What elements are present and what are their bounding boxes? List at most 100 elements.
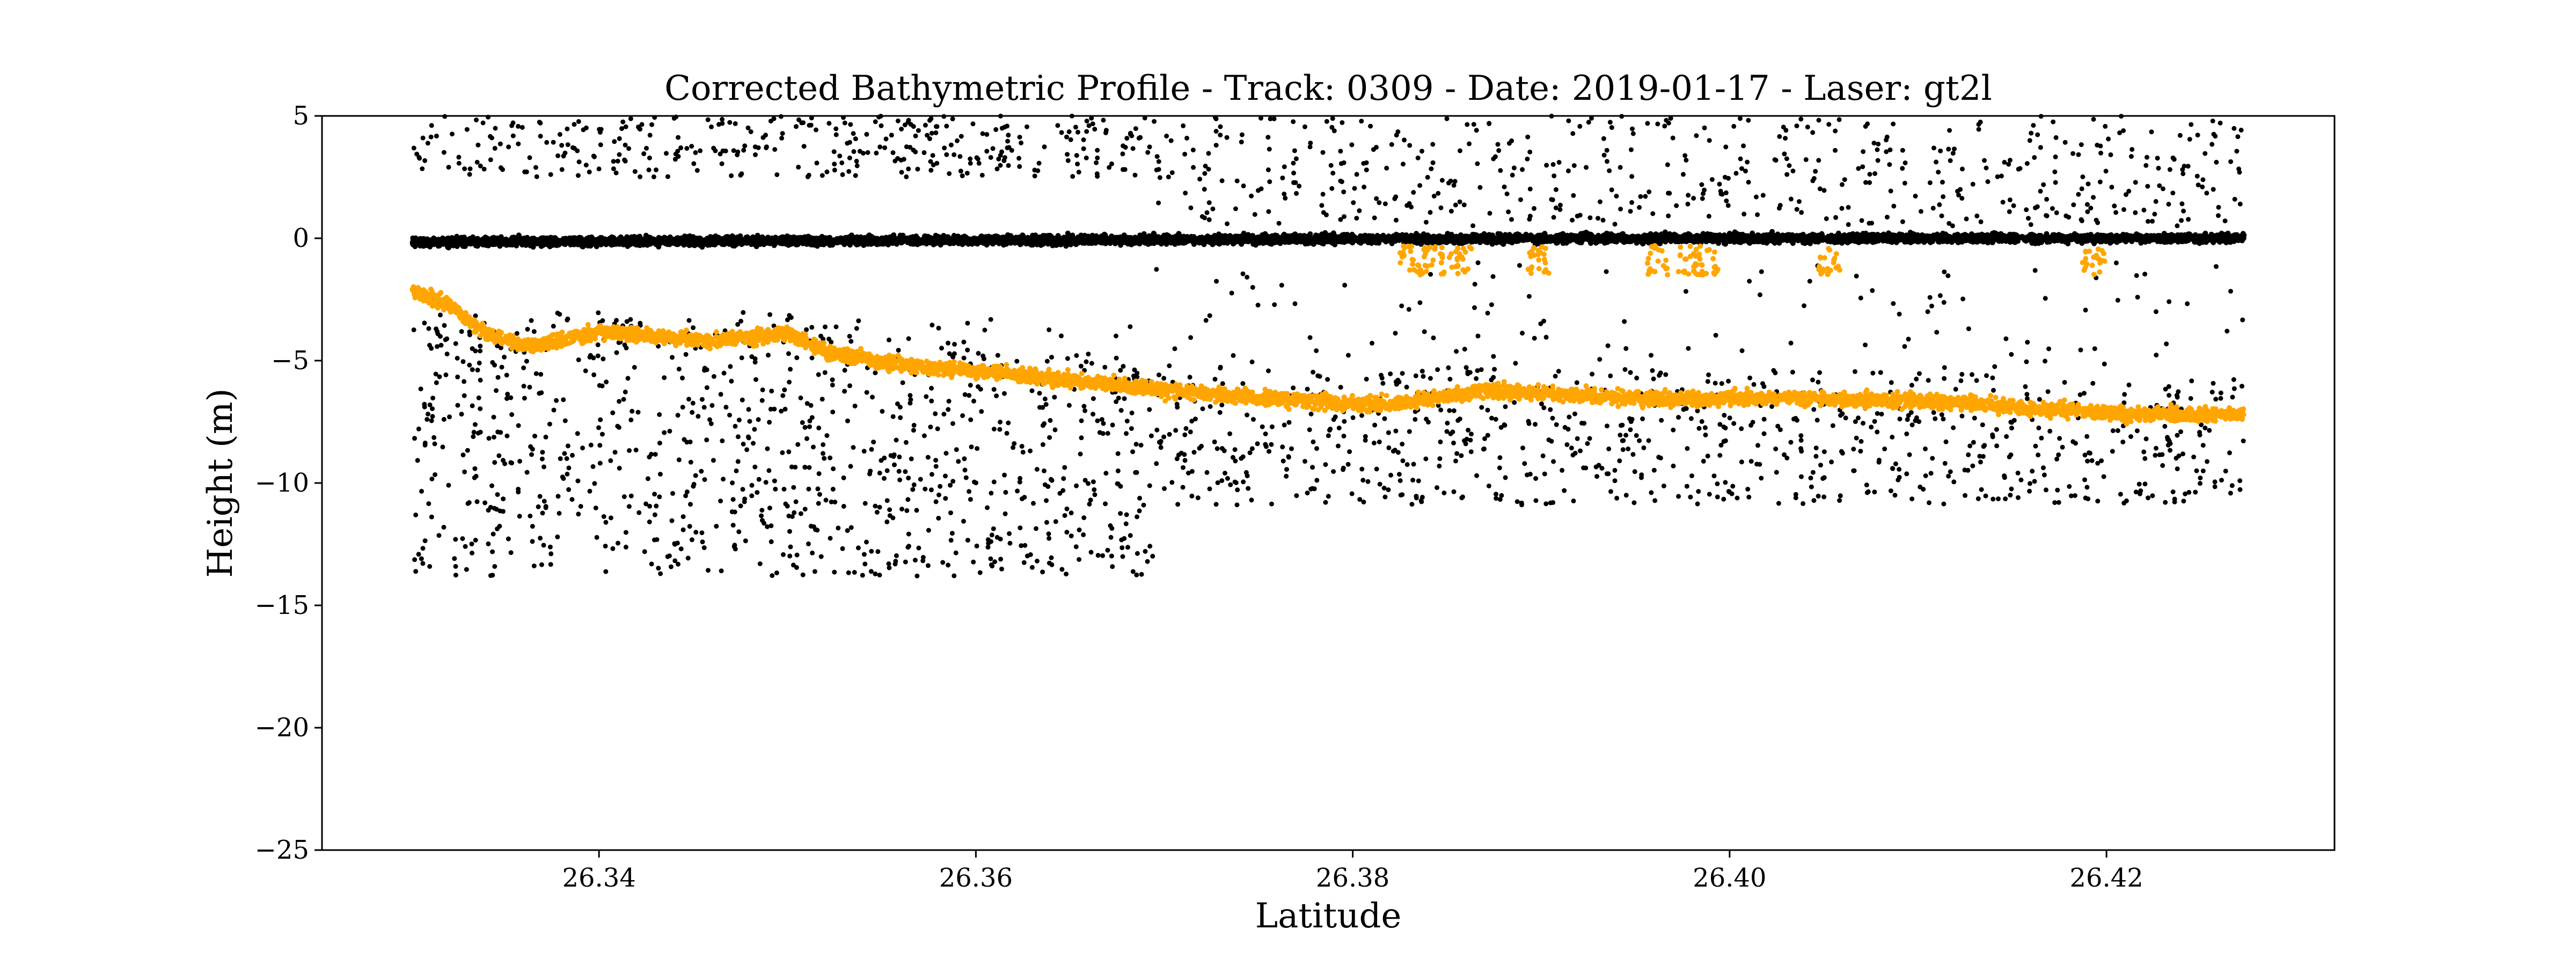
noise-point bbox=[2216, 213, 2221, 218]
noise-point bbox=[478, 406, 483, 412]
noise-point bbox=[2156, 165, 2161, 171]
noise-point bbox=[1892, 493, 1898, 498]
noise-point bbox=[1474, 376, 1479, 381]
noise-point bbox=[998, 557, 1004, 562]
noise-point bbox=[1395, 129, 1401, 134]
noise-point bbox=[509, 123, 515, 128]
noise-point bbox=[996, 156, 1001, 162]
noise-point bbox=[1006, 145, 1012, 150]
noise-point bbox=[467, 332, 472, 338]
noise-point bbox=[1132, 367, 1137, 372]
noise-point bbox=[928, 487, 934, 493]
noise-point bbox=[832, 500, 838, 504]
noise-point bbox=[647, 155, 652, 160]
noise-point bbox=[887, 565, 892, 570]
noise-point bbox=[1646, 438, 1651, 443]
noise-point bbox=[414, 151, 420, 157]
noise-point bbox=[1007, 540, 1013, 546]
noise-point bbox=[2202, 426, 2208, 430]
noise-point bbox=[896, 469, 902, 474]
noise-point bbox=[508, 395, 514, 400]
noise-point bbox=[2198, 475, 2203, 481]
noise-point bbox=[560, 474, 565, 480]
noise-point bbox=[551, 407, 557, 413]
noise-point bbox=[1135, 370, 1140, 376]
noise-point bbox=[1864, 490, 1870, 495]
noise-point bbox=[708, 421, 714, 426]
noise-point bbox=[999, 149, 1004, 155]
noise-point bbox=[2003, 336, 2009, 341]
noise-point bbox=[1525, 156, 1530, 162]
noise-point bbox=[1081, 137, 1086, 142]
noise-point bbox=[612, 450, 618, 455]
noise-point bbox=[1699, 419, 1704, 424]
noise-point bbox=[2084, 485, 2090, 490]
noise-point bbox=[1900, 166, 1905, 171]
noise-point bbox=[1811, 176, 1817, 181]
noise-point bbox=[2091, 195, 2096, 200]
noise-point bbox=[1364, 167, 1369, 173]
noise-point bbox=[1088, 497, 1093, 503]
noise-point bbox=[1393, 331, 1398, 336]
noise-point bbox=[1468, 449, 1474, 455]
noise-point bbox=[2089, 458, 2095, 463]
noise-point bbox=[1811, 407, 1817, 412]
noise-point bbox=[864, 131, 869, 137]
noise-point bbox=[1586, 120, 1591, 125]
noise-point bbox=[1386, 430, 1391, 435]
noise-point bbox=[1836, 117, 1842, 122]
noise-point bbox=[1730, 484, 1736, 489]
noise-point bbox=[2092, 346, 2097, 352]
noise-point bbox=[1784, 456, 1790, 460]
noise-point bbox=[1081, 146, 1086, 151]
noise-point bbox=[1120, 554, 1125, 559]
noise-point bbox=[991, 427, 997, 431]
noise-point bbox=[868, 569, 874, 574]
noise-point bbox=[1875, 411, 1880, 416]
noise-point bbox=[1239, 140, 1244, 145]
noise-point bbox=[1700, 196, 1705, 201]
noise-point bbox=[967, 489, 972, 494]
noise-point bbox=[432, 441, 437, 447]
noise-point bbox=[819, 397, 825, 402]
noise-point bbox=[1413, 373, 1418, 378]
noise-point bbox=[1197, 177, 1203, 182]
noise-point bbox=[665, 174, 670, 179]
noise-point bbox=[854, 326, 859, 331]
noise-point bbox=[1393, 194, 1399, 200]
noise-point bbox=[826, 121, 832, 126]
noise-point bbox=[1240, 381, 1246, 386]
noise-point bbox=[1184, 135, 1189, 141]
noise-point bbox=[1060, 488, 1066, 493]
noise-point bbox=[879, 123, 884, 128]
noise-point bbox=[1663, 372, 1668, 377]
noise-point bbox=[1454, 451, 1460, 456]
noise-point bbox=[422, 158, 428, 163]
noise-point bbox=[1428, 272, 1433, 277]
noise-point bbox=[555, 534, 560, 539]
noise-point bbox=[924, 394, 929, 399]
noise-point bbox=[1004, 430, 1009, 436]
noise-point bbox=[1187, 375, 1192, 380]
noise-point bbox=[1135, 375, 1140, 379]
noise-point bbox=[2110, 428, 2116, 434]
noise-point bbox=[1263, 431, 1268, 436]
noise-point bbox=[1942, 376, 1947, 381]
noise-point bbox=[2087, 450, 2091, 456]
noise-point bbox=[1810, 377, 1815, 383]
noise-point bbox=[1904, 431, 1909, 436]
noise-point bbox=[1148, 433, 1154, 438]
noise-point bbox=[683, 493, 689, 499]
noise-point bbox=[852, 404, 858, 409]
noise-point bbox=[1994, 443, 2000, 449]
noise-point bbox=[1722, 413, 1727, 418]
noise-point bbox=[1597, 357, 1602, 362]
noise-point bbox=[1739, 426, 1744, 431]
noise-point bbox=[976, 350, 981, 356]
noise-point bbox=[780, 450, 785, 455]
noise-point bbox=[1787, 163, 1792, 168]
noise-point bbox=[1640, 416, 1645, 421]
noise-point bbox=[2177, 133, 2183, 138]
noise-point bbox=[594, 535, 599, 540]
noise-point bbox=[1189, 493, 1195, 499]
